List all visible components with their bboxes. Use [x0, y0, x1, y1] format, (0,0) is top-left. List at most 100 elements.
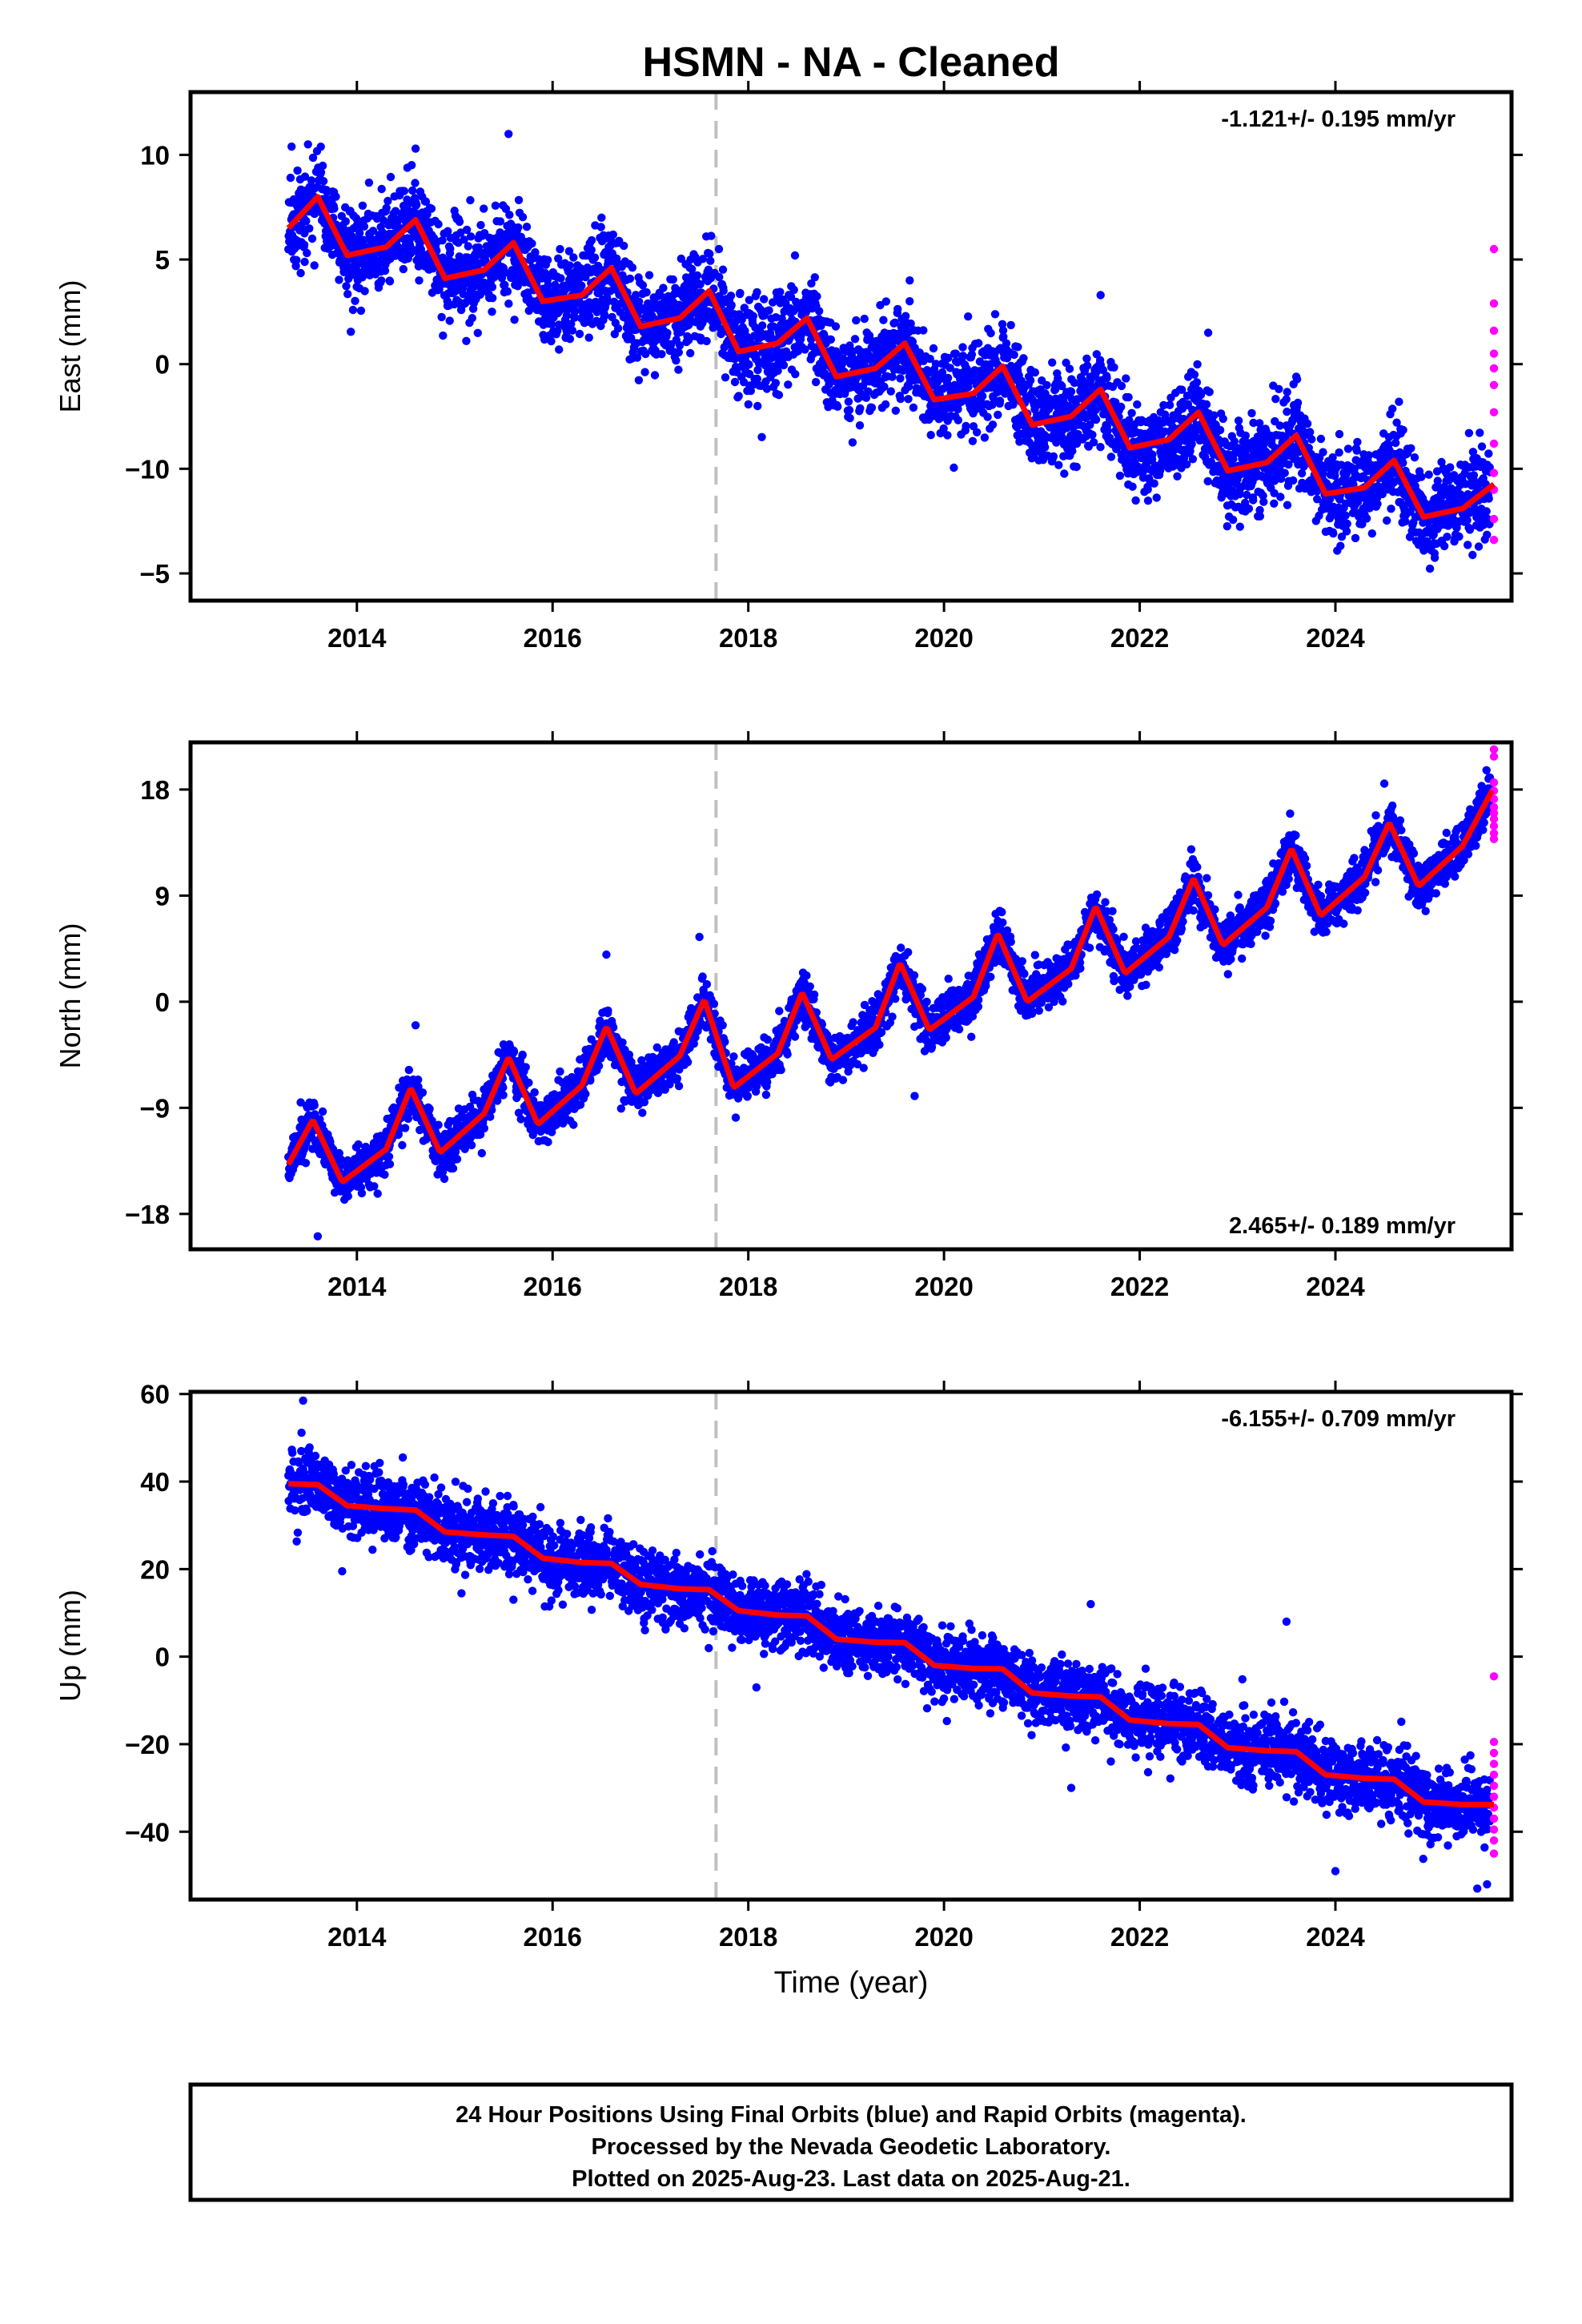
north-data-point	[400, 1124, 410, 1132]
east-data-point	[522, 223, 532, 231]
east-data-point	[544, 281, 552, 290]
east-data-point	[1335, 448, 1343, 457]
east-rapid-point	[1489, 326, 1499, 336]
east-data-point	[1219, 414, 1227, 424]
east-data-point	[719, 286, 728, 296]
east-data-point	[303, 140, 312, 149]
east-data-point	[473, 328, 482, 337]
east-data-point	[567, 320, 576, 328]
east-data-point	[1082, 354, 1091, 363]
east-data-point	[644, 271, 654, 279]
east-data-point	[998, 320, 1007, 328]
east-data-point	[1417, 472, 1426, 481]
east-data-point	[1282, 395, 1291, 404]
east-data-point	[628, 263, 637, 272]
east-data-point	[1439, 541, 1449, 551]
east-data-point	[1284, 460, 1293, 469]
east-data-point	[439, 331, 448, 340]
east-data-point	[758, 321, 767, 330]
east-y-tick-label: 10	[140, 140, 170, 170]
east-data-point	[1010, 350, 1018, 360]
east-rapid-point	[1489, 349, 1499, 358]
east-data-point	[876, 300, 885, 310]
east-data-point	[464, 242, 472, 251]
east-data-point	[1341, 511, 1350, 520]
east-data-point	[500, 268, 510, 277]
east-data-point	[555, 345, 564, 354]
east-data-point	[1228, 515, 1238, 525]
east-data-point	[400, 187, 408, 195]
east-data-point	[657, 350, 666, 359]
east-data-point	[855, 421, 865, 430]
east-data-point	[1203, 476, 1212, 486]
east-data-point	[358, 201, 367, 210]
east-data-point	[474, 243, 483, 252]
east-data-point	[455, 217, 464, 227]
east-data-point	[308, 153, 318, 163]
east-data-point	[1006, 320, 1015, 330]
east-data-point	[943, 431, 952, 440]
east-data-point	[632, 291, 640, 300]
east-data-point	[625, 274, 635, 283]
east-data-point	[1474, 542, 1484, 551]
east-data-point	[1329, 529, 1338, 538]
east-data-point	[505, 211, 514, 219]
east-data-point	[1065, 364, 1074, 373]
east-data-point	[886, 387, 896, 396]
east-data-point	[300, 257, 309, 267]
east-rapid-point	[1489, 408, 1499, 416]
east-data-point	[568, 326, 577, 335]
east-data-point	[503, 287, 512, 296]
east-data-point	[1173, 472, 1182, 480]
east-data-point	[634, 376, 644, 384]
east-data-point	[1131, 496, 1140, 505]
east-data-point	[1373, 500, 1382, 509]
east-rapid-point	[1489, 468, 1499, 477]
east-data-point	[1383, 516, 1391, 525]
east-data-point	[721, 373, 730, 382]
east-data-point	[943, 373, 953, 383]
east-data-point	[938, 368, 947, 377]
east-data-point	[1399, 425, 1407, 435]
east-rapid-point	[1489, 536, 1499, 545]
east-data-point	[1241, 431, 1251, 440]
east-data-point	[380, 266, 390, 275]
east-data-point	[909, 403, 918, 412]
east-data-point	[1165, 400, 1174, 409]
east-data-point	[438, 236, 447, 245]
east-data-point	[632, 353, 642, 362]
east-data-point	[810, 273, 819, 282]
east-data-point	[1271, 395, 1280, 404]
east-data-point	[1234, 416, 1243, 425]
east-data-point	[745, 360, 753, 369]
east-data-point	[504, 300, 513, 308]
east-data-point	[1196, 390, 1206, 400]
east-data-point	[893, 304, 902, 314]
north-data-point	[301, 1159, 311, 1168]
east-data-point	[771, 379, 781, 388]
east-data-point	[642, 287, 651, 297]
east-data-point	[968, 436, 978, 445]
east-x-tick-label: 2020	[914, 623, 973, 653]
east-data-point	[569, 253, 578, 262]
east-data-point	[1210, 411, 1219, 420]
east-data-point	[1203, 328, 1213, 337]
east-x-tick-label: 2014	[327, 623, 387, 653]
east-data-point	[790, 251, 800, 260]
east-data-point	[1122, 374, 1130, 383]
east-data-point	[1072, 439, 1082, 448]
east-data-point	[347, 328, 355, 336]
east-data-point	[864, 387, 873, 396]
east-x-tick-label: 2018	[719, 623, 777, 653]
east-data-point	[408, 161, 416, 170]
east-data-point	[488, 283, 497, 292]
east-data-point	[1062, 358, 1070, 368]
east-data-point	[1143, 485, 1152, 494]
east-data-point	[905, 297, 914, 306]
east-data-point	[1259, 497, 1268, 506]
east-data-point	[1103, 426, 1112, 436]
east-data-point	[1048, 358, 1057, 367]
east-data-point	[1464, 541, 1472, 549]
east-data-point	[663, 328, 672, 338]
east-data-point	[744, 400, 753, 409]
